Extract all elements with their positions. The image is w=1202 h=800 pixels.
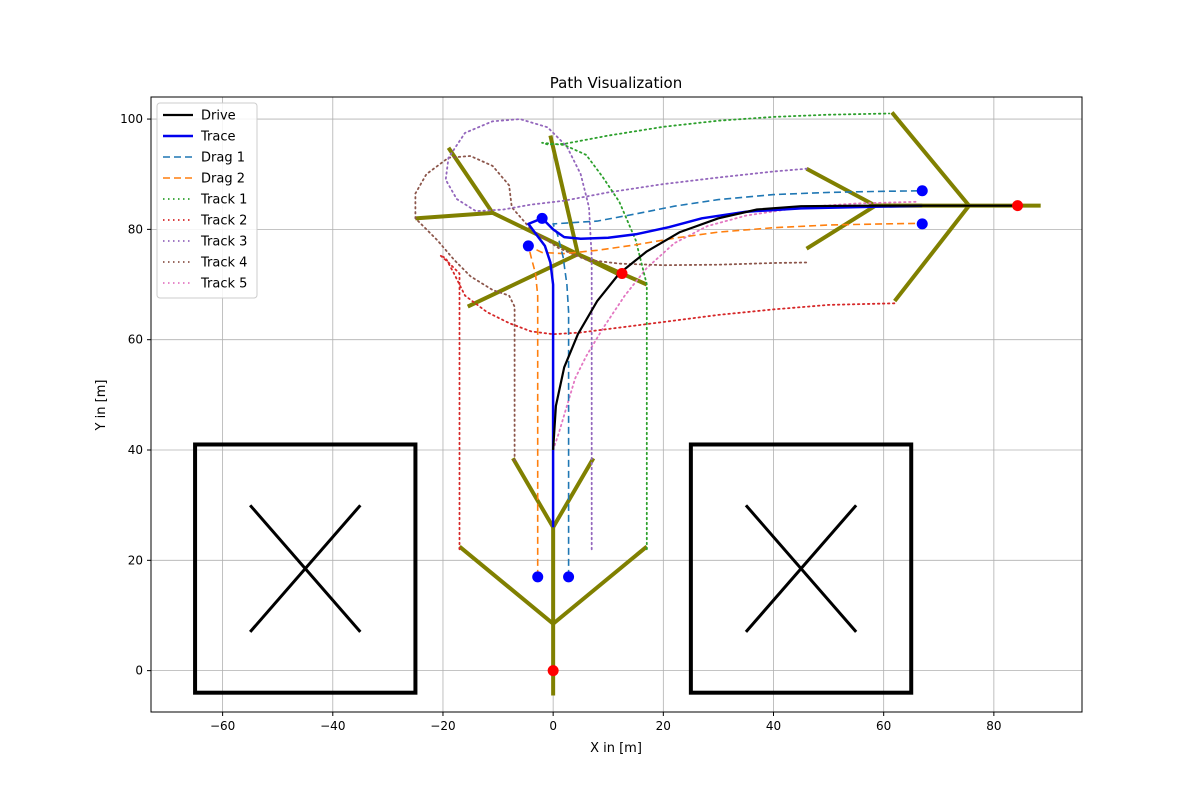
legend-label: Track 4: [200, 256, 247, 271]
x-tick-label: −40: [320, 719, 345, 733]
series-lines: [414, 112, 1016, 577]
obstacles: [193, 442, 914, 695]
start-point: [916, 185, 928, 197]
obstacle-right-cross-b: [744, 504, 858, 633]
series-line-drag-2: [527, 222, 923, 577]
legend-label: Track 3: [200, 235, 247, 250]
series-line-drive: [552, 204, 1016, 451]
start-point: [563, 571, 575, 583]
grid-lines: [151, 97, 1082, 712]
right-tree-branch: [805, 166, 877, 208]
top-left-tree-branch: [577, 252, 648, 287]
y-tick-label: 80: [128, 222, 143, 236]
series-line-track-3: [444, 118, 808, 551]
legend-label: Drag 2: [201, 172, 245, 187]
top-left-tree-branch: [446, 146, 495, 214]
top-left-tree-branch: [415, 210, 493, 221]
x-tick-label: 20: [656, 719, 671, 733]
start-tree-branch: [458, 544, 555, 626]
x-axis-label: X in [m]: [590, 741, 642, 756]
start-point: [532, 571, 544, 583]
obstacle-right: [688, 442, 914, 695]
start-point: [522, 240, 534, 252]
legend-label: Drive: [201, 109, 236, 124]
series-line-track-1: [541, 112, 891, 551]
series-line-drag-1: [552, 190, 923, 577]
x-tick-label: 60: [876, 719, 891, 733]
marker-points: [522, 185, 1024, 677]
legend: Drive Trace Drag 1 Drag 2 Track 1 Track 2 Trac…: [156, 102, 258, 299]
series-line-trace: [527, 204, 923, 528]
y-tick-label: 0: [135, 664, 143, 678]
series-line-track-2: [439, 254, 896, 551]
plot-frame: [150, 96, 1083, 713]
goal-point: [547, 665, 559, 677]
start-tree-branch: [551, 544, 649, 626]
legend-label: Track 2: [200, 214, 247, 229]
legend-label: Track 5: [200, 277, 247, 292]
legend-label: Track 1: [200, 193, 247, 208]
goal-point: [616, 268, 628, 280]
top-left-tree-branch: [548, 135, 580, 255]
legend-label: Trace: [200, 130, 236, 145]
goal-point: [1012, 200, 1024, 212]
axis-ticks: −60 −40 −20 0 20 40 60 80 0 20 40 60 80 100: [120, 112, 1001, 733]
x-tick-label: 0: [549, 719, 557, 733]
x-tick-label: 80: [986, 719, 1001, 733]
y-tick-label: 100: [120, 112, 143, 126]
y-tick-label: 40: [128, 443, 143, 457]
legend-box: [156, 102, 258, 299]
legend-label: Drag 1: [201, 151, 245, 166]
series-line-track-4: [414, 155, 808, 462]
start-point: [916, 218, 928, 230]
obstacle-left-cross-b: [249, 504, 362, 633]
right-tree-branch: [890, 111, 971, 207]
chart-title: Path Visualization: [550, 74, 682, 92]
series-line-track-5: [552, 200, 918, 451]
y-axis-label: Y in [m]: [94, 380, 109, 432]
right-tree-branch: [805, 203, 877, 251]
y-tick-label: 20: [128, 553, 143, 567]
right-tree-branch: [893, 204, 971, 303]
x-tick-label: 40: [766, 719, 781, 733]
obstacle-left: [193, 442, 418, 695]
trees: [415, 111, 1041, 696]
start-point: [536, 212, 548, 224]
y-tick-label: 60: [128, 333, 143, 347]
x-tick-label: −60: [210, 719, 235, 733]
start-tree-branch: [511, 457, 555, 529]
x-tick-label: −20: [430, 719, 455, 733]
start-tree-branch: [551, 457, 596, 529]
top-left-tree-branch: [466, 252, 579, 309]
